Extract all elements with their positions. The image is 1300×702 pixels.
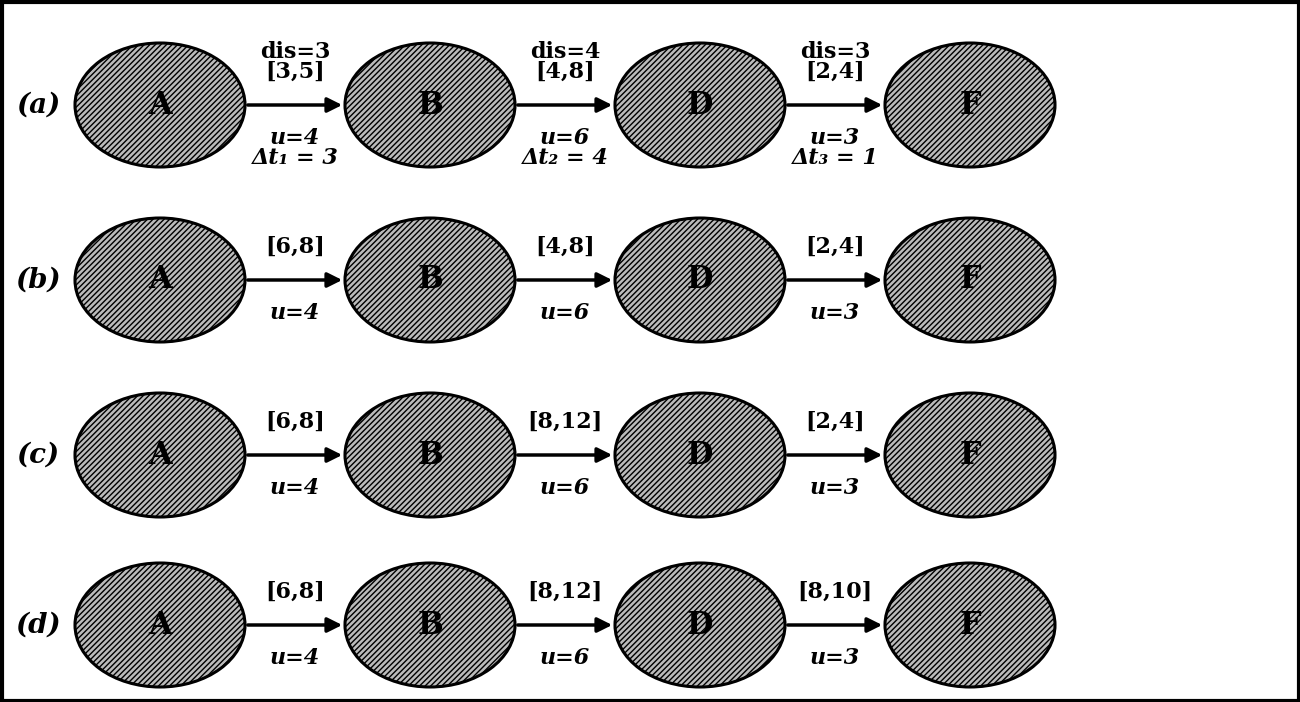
Text: [8,10]: [8,10]: [797, 581, 872, 603]
Text: (d): (d): [16, 611, 61, 639]
Text: u=4: u=4: [270, 127, 320, 149]
Text: D: D: [686, 89, 714, 121]
Text: [4,8]: [4,8]: [536, 236, 595, 258]
Ellipse shape: [344, 563, 515, 687]
Text: dis=3: dis=3: [800, 41, 870, 63]
Text: (b): (b): [16, 267, 61, 293]
Ellipse shape: [75, 43, 244, 167]
Text: F: F: [959, 609, 980, 640]
Text: u=6: u=6: [540, 477, 590, 499]
Ellipse shape: [344, 43, 515, 167]
Text: u=3: u=3: [810, 127, 861, 149]
Ellipse shape: [75, 393, 244, 517]
Text: [8,12]: [8,12]: [528, 411, 603, 433]
Ellipse shape: [615, 218, 785, 342]
Ellipse shape: [75, 218, 244, 342]
Text: A: A: [148, 265, 172, 296]
Text: [4,8]: [4,8]: [536, 61, 595, 83]
Text: dis=3: dis=3: [260, 41, 330, 63]
Ellipse shape: [344, 393, 515, 517]
Text: B: B: [417, 89, 443, 121]
Text: [6,8]: [6,8]: [265, 411, 325, 433]
Ellipse shape: [615, 393, 785, 517]
Text: D: D: [686, 265, 714, 296]
Text: Δt₃ = 1: Δt₃ = 1: [792, 147, 879, 169]
Ellipse shape: [885, 393, 1056, 517]
Text: [8,12]: [8,12]: [528, 581, 603, 603]
Text: B: B: [417, 609, 443, 640]
Text: A: A: [148, 439, 172, 470]
Text: [6,8]: [6,8]: [265, 236, 325, 258]
Text: [2,4]: [2,4]: [805, 411, 865, 433]
Text: [3,5]: [3,5]: [265, 61, 325, 83]
Ellipse shape: [885, 563, 1056, 687]
Text: u=6: u=6: [540, 647, 590, 669]
Text: A: A: [148, 609, 172, 640]
Text: B: B: [417, 265, 443, 296]
Text: u=3: u=3: [810, 477, 861, 499]
Text: Δt₂ = 4: Δt₂ = 4: [521, 147, 608, 169]
Text: B: B: [417, 439, 443, 470]
Text: D: D: [686, 439, 714, 470]
Text: u=3: u=3: [810, 647, 861, 669]
Text: [2,4]: [2,4]: [805, 61, 865, 83]
Text: [2,4]: [2,4]: [805, 236, 865, 258]
Ellipse shape: [344, 218, 515, 342]
Ellipse shape: [615, 43, 785, 167]
Text: Δt₁ = 3: Δt₁ = 3: [252, 147, 338, 169]
Text: u=4: u=4: [270, 302, 320, 324]
Text: u=4: u=4: [270, 477, 320, 499]
Text: (a): (a): [16, 91, 60, 119]
Text: (c): (c): [17, 442, 60, 468]
Text: D: D: [686, 609, 714, 640]
Text: u=6: u=6: [540, 302, 590, 324]
Text: u=4: u=4: [270, 647, 320, 669]
Ellipse shape: [885, 43, 1056, 167]
Ellipse shape: [615, 563, 785, 687]
Text: u=6: u=6: [540, 127, 590, 149]
Text: F: F: [959, 439, 980, 470]
Text: dis=4: dis=4: [530, 41, 601, 63]
Text: u=3: u=3: [810, 302, 861, 324]
Ellipse shape: [75, 563, 244, 687]
Text: [6,8]: [6,8]: [265, 581, 325, 603]
Ellipse shape: [885, 218, 1056, 342]
Text: F: F: [959, 89, 980, 121]
Text: F: F: [959, 265, 980, 296]
Text: A: A: [148, 89, 172, 121]
